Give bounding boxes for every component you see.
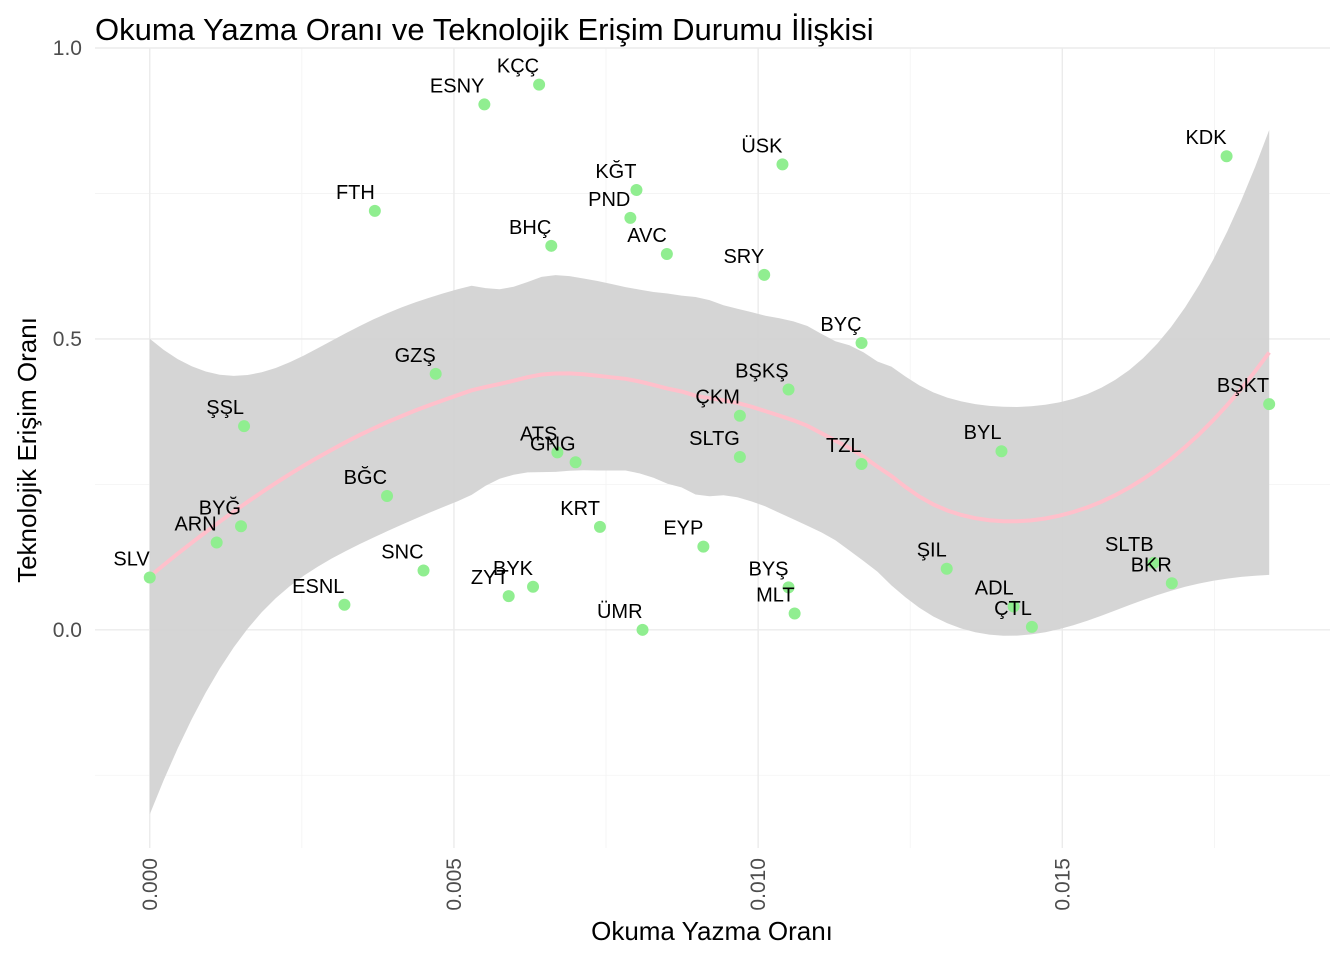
data-point (1220, 150, 1233, 163)
point-label: ESNL (292, 576, 344, 598)
data-point (1165, 577, 1178, 590)
point-label: FTH (336, 182, 375, 204)
data-point (697, 540, 710, 553)
y-tick-label: 1.0 (53, 37, 82, 60)
data-point (569, 456, 582, 469)
data-point (143, 571, 156, 584)
x-tick-label: 0.015 (1051, 858, 1074, 911)
point-label: BYŞ (749, 558, 789, 580)
data-point (776, 158, 789, 171)
data-point (545, 239, 558, 252)
point-label: ATŞ (520, 423, 557, 445)
data-point (527, 580, 540, 593)
y-tick-label: 0.5 (53, 328, 82, 351)
data-point (782, 581, 795, 594)
y-axis-title: Teknolojik Erişim Oranı (12, 317, 42, 583)
point-label: ÜMR (597, 601, 643, 623)
point-label: GZŞ (395, 345, 436, 367)
point-label: BKR (1131, 554, 1172, 576)
point-label: KDK (1185, 127, 1227, 149)
x-tick-label: 0.010 (747, 858, 770, 911)
point-label: ADL (975, 578, 1014, 600)
point-label: ŞIL (917, 540, 947, 562)
data-point (593, 520, 606, 533)
point-label: BŞKŞ (735, 361, 788, 383)
point-label: KĞT (595, 160, 636, 183)
point-label: AVC (627, 225, 667, 247)
point-label: ŞŞL (206, 397, 244, 419)
point-label: BYK (493, 558, 534, 580)
x-axis-ticks: 0.000 0.005 0.010 0.015 (139, 858, 1075, 911)
data-point (238, 420, 251, 433)
data-point (429, 367, 442, 380)
data-point (210, 536, 223, 549)
point-label: EYP (663, 518, 703, 540)
data-point (502, 590, 515, 603)
data-point (478, 98, 491, 111)
data-point (1007, 600, 1020, 613)
y-axis-ticks: 0.0 0.5 1.0 (53, 37, 82, 642)
data-point (733, 451, 746, 464)
data-point (636, 623, 649, 636)
point-label: ARN (174, 514, 216, 536)
point-label: TZL (826, 435, 862, 457)
point-label: BYĞ (199, 496, 241, 519)
point-label: SNC (381, 541, 423, 563)
data-point (788, 607, 801, 620)
point-label: ÇKM (695, 387, 739, 409)
point-label: PND (588, 189, 630, 211)
point-label: SLTB (1105, 534, 1154, 556)
data-point (338, 598, 351, 611)
point-label: BĞC (344, 466, 387, 489)
point-label: BŞKT (1217, 375, 1269, 397)
x-axis-title: Okuma Yazma Oranı (591, 916, 833, 946)
data-point (855, 458, 868, 470)
smooth-trend-line (148, 351, 1271, 579)
point-label: KRT (560, 498, 600, 520)
point-label: BHÇ (509, 217, 551, 239)
data-point (551, 446, 564, 459)
data-point (758, 268, 771, 281)
point-label: BYL (964, 422, 1002, 444)
data-point (855, 336, 868, 349)
point-label: SLTG (689, 428, 740, 450)
point-label: KÇÇ (497, 56, 539, 78)
confidence-ribbon (149, 130, 1270, 815)
y-tick-label: 0.0 (53, 619, 82, 642)
point-label: SLV (113, 548, 150, 570)
data-point (368, 204, 381, 217)
x-tick-label: 0.000 (139, 858, 162, 911)
point-label: SRY (723, 246, 764, 268)
data-point (533, 78, 546, 91)
data-point (1025, 620, 1038, 633)
data-point (624, 211, 637, 224)
data-point (1147, 556, 1160, 569)
data-points (143, 78, 1276, 636)
point-label: ZYT (471, 567, 509, 589)
point-label: ESNY (430, 75, 484, 97)
point-label: GNG (530, 433, 576, 455)
data-point (630, 183, 643, 196)
data-point (660, 247, 673, 260)
data-point (940, 562, 953, 575)
point-label: ÇTL (994, 598, 1032, 620)
data-point (417, 564, 430, 577)
data-point (782, 383, 795, 396)
data-point (1263, 398, 1276, 411)
data-point (235, 520, 248, 533)
point-label: ÜSK (741, 135, 783, 157)
x-tick-label: 0.005 (443, 858, 466, 911)
data-point (381, 490, 394, 502)
data-point (995, 445, 1008, 458)
point-label: MLT (756, 585, 795, 607)
chart-title: Okuma Yazma Oranı ve Teknolojik Erişim D… (95, 12, 874, 47)
data-point (733, 409, 746, 422)
point-label: BYÇ (820, 314, 861, 336)
